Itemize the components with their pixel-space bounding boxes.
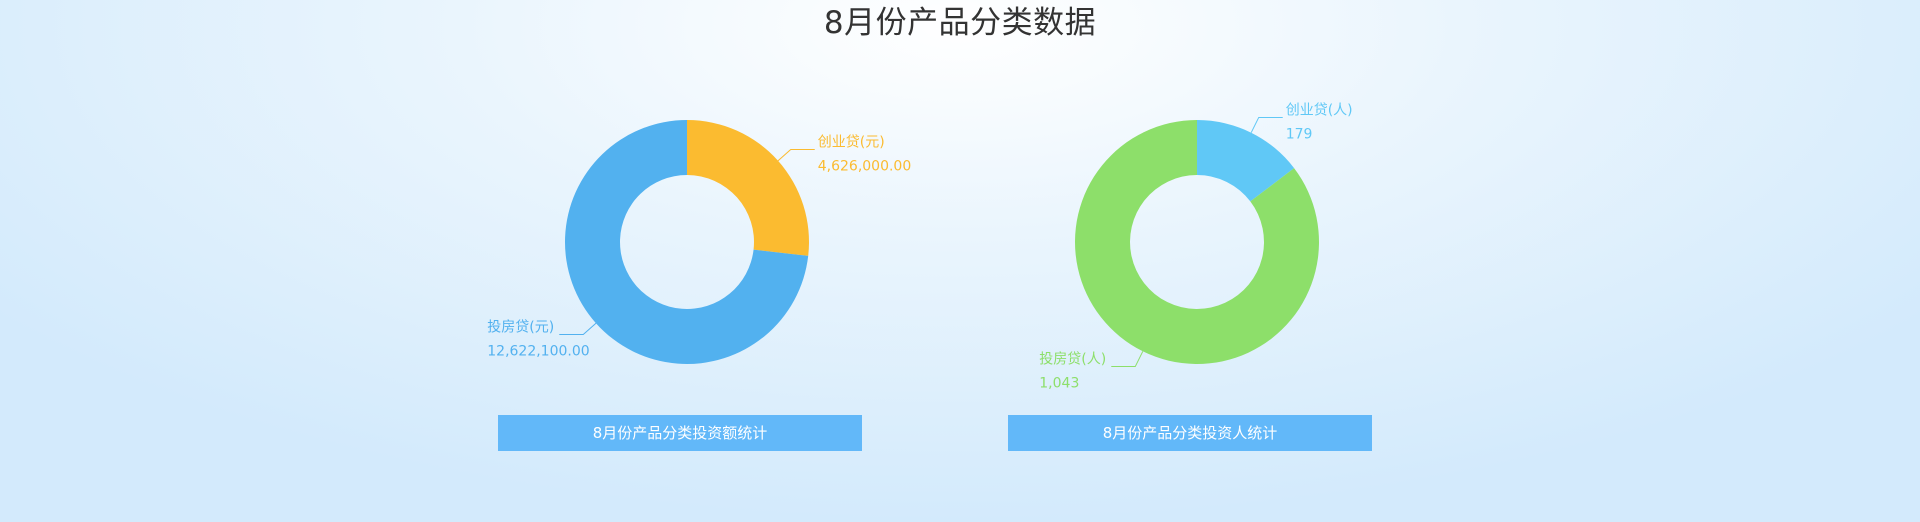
callout-line-0-1 — [559, 323, 596, 334]
slice-value-0-1: 12,622,100.00 — [487, 344, 589, 360]
callout-line-1-0 — [1251, 117, 1283, 132]
slice-label-1-1: 投房贷(人) — [1039, 352, 1106, 368]
slice-label-1-0: 创业贷(人) — [1286, 102, 1353, 118]
slice-value-1-0: 179 — [1286, 126, 1313, 142]
investment-amount-caption: 8月份产品分类投资额统计 — [498, 415, 862, 451]
investor-count-donut-chart: 创业贷(人) 179 投房贷(人) 1,043 — [1039, 102, 1352, 391]
slice-value-0-0: 4,626,000.00 — [818, 158, 912, 174]
slice-label-0-0: 创业贷(元) — [818, 134, 885, 150]
donut-slice-0-0[interactable] — [687, 120, 809, 256]
slice-value-1-1: 1,043 — [1039, 376, 1079, 392]
investment-amount-donut-chart: 创业贷(元) 4,626,000.00 投房贷(元) 12,622,100.00 — [487, 120, 911, 364]
callout-line-1-1 — [1111, 351, 1143, 366]
callout-line-0-0 — [778, 149, 815, 160]
investor-count-caption: 8月份产品分类投资人统计 — [1008, 415, 1372, 451]
slice-label-0-1: 投房贷(元) — [487, 320, 554, 336]
